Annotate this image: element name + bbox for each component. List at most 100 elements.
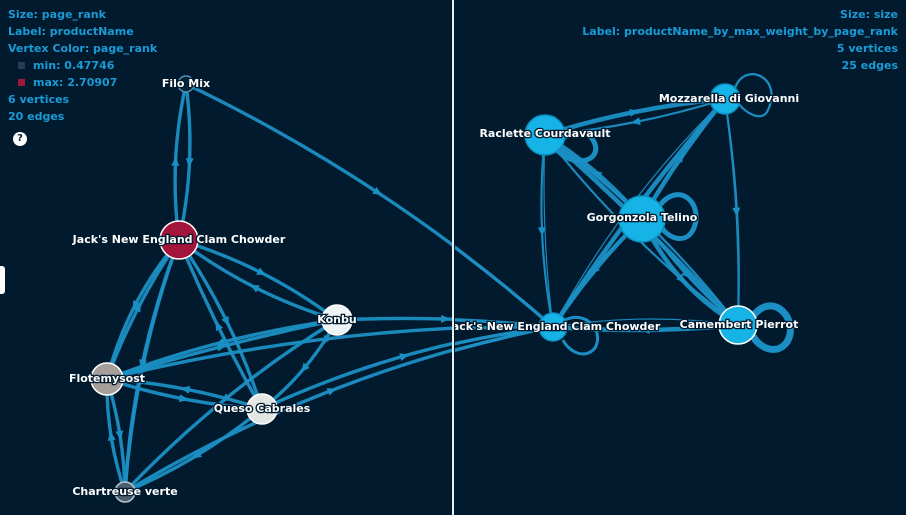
vertex-rac[interactable]: Raclette Courdavault	[478, 114, 612, 156]
vertex-gorg-circle[interactable]	[618, 195, 666, 243]
edge-flot-jack2ext-arrow	[323, 335, 334, 344]
legend-max-swatch	[18, 79, 25, 86]
edge-gorg-rac-arrow	[593, 169, 603, 179]
left-info-box: Size: page_rank Label: productName Verte…	[8, 6, 157, 125]
vertex-konbu-circle[interactable]	[321, 304, 353, 336]
vertex-chart-circle[interactable]	[114, 481, 136, 503]
edge-gorg-camb-arrow	[681, 269, 691, 279]
self-loop-gorg	[658, 192, 699, 241]
vertex-jack2-circle[interactable]	[538, 312, 568, 342]
vertex-konbu[interactable]: Konbu	[316, 304, 358, 336]
vertex-jack[interactable]: Jack's New England Clam Chowder	[70, 220, 287, 260]
vertex-jack-label: Jack's New England Clam Chowder	[72, 233, 286, 246]
side-panel-handle[interactable]	[0, 266, 5, 294]
vertex-color-attribute-label: Vertex Color: page_rank	[8, 42, 158, 55]
edge-jack-filo-arrow	[171, 156, 180, 166]
edge-flot-queso-arrow	[178, 394, 189, 403]
self-loop-mozz	[733, 73, 773, 118]
self-loop-rac	[555, 130, 599, 164]
vertex-filo[interactable]: Filo Mix	[161, 75, 211, 93]
left-edges	[105, 82, 452, 494]
vertex-jack2-label: Jack's New England Clam Chowder	[455, 320, 661, 333]
left-graph-panel[interactable]: Filo Mix Jack's New England Clam Chowder K…	[0, 0, 452, 515]
vertex-mozz[interactable]: Mozzarella di Giovanni	[658, 83, 800, 115]
vertex-filo-label: Filo Mix	[162, 77, 210, 90]
vertex-jack2[interactable]: Jack's New England Clam Chowder	[455, 312, 662, 342]
legend-min: min: 0.47746	[8, 57, 157, 74]
panel-divider[interactable]	[452, 0, 454, 515]
vertex-mozz-circle[interactable]	[709, 83, 741, 115]
size-attribute-label: Size: page_rank	[8, 8, 106, 21]
edge-filo-jack2ext-arrow	[372, 186, 382, 196]
vertex-filo-circle[interactable]	[177, 75, 195, 93]
edge-incoming-0	[455, 318, 554, 329]
edge-queso-jack-arrow	[215, 321, 224, 332]
vertex-queso-label: Queso Cabrales	[214, 402, 311, 415]
edge-gorg-camb-arrow	[676, 273, 686, 284]
vertex-mozz-label: Mozzarella di Giovanni	[659, 92, 799, 105]
edge-flot-jack-arrow	[133, 302, 141, 313]
legend-max: max: 2.70907	[8, 74, 157, 91]
vertex-camb-circle[interactable]	[718, 305, 758, 345]
edges-count: 25 edges	[841, 59, 898, 72]
vertex-flot-label: Flotemysost	[69, 372, 145, 385]
edge-incoming-3	[455, 325, 554, 331]
vertex-jack-circle[interactable]	[159, 220, 199, 260]
edge-jack-flot-arrow	[132, 300, 141, 310]
left-graph-canvas[interactable]: Filo Mix Jack's New England Clam Chowder K…	[0, 0, 452, 515]
edge-konbu-jack-arrow	[249, 284, 260, 293]
edge-jack2-gorg-arrow	[587, 265, 597, 276]
edge-chart-flot-arrow	[107, 431, 116, 441]
vertex-gorg-label: Gorgonzola Telino	[587, 211, 698, 224]
edge-rac-jack2-arrow	[537, 227, 546, 237]
legend-min-swatch	[18, 62, 25, 69]
help-icon[interactable]: ?	[13, 132, 27, 146]
edge-incoming-4	[455, 325, 554, 352]
right-graph-panel[interactable]: Mozzarella di Giovanni Raclette Courdavau…	[455, 0, 906, 515]
edge-filo-jack2ext	[185, 82, 452, 247]
edge-rac-mozz-arrow	[629, 108, 639, 117]
edge-gorg-mozz-arrow	[675, 153, 684, 163]
edges-count: 20 edges	[8, 110, 65, 123]
edge-jack-konbu-arrow	[256, 267, 267, 276]
vertex-chart-label: Chartreuse verte	[72, 485, 177, 498]
label-attribute-label: Label: productName	[8, 25, 134, 38]
vertex-konbu-label: Konbu	[317, 313, 356, 326]
vertex-camb-label: Camembert Pierrot	[680, 318, 799, 331]
edge-konbu-flot-arrow	[215, 337, 226, 346]
edge-jack2-camb	[552, 318, 739, 328]
vertex-chart[interactable]: Chartreuse verte	[71, 481, 179, 503]
edge-camb-jack2-arrow	[640, 325, 650, 334]
vertex-queso[interactable]: Queso Cabrales	[212, 393, 312, 425]
self-loop-camb	[749, 302, 794, 353]
vertex-flot-circle[interactable]	[90, 362, 124, 396]
vertex-rac-circle[interactable]	[524, 114, 566, 156]
edge-incoming-1	[455, 245, 555, 329]
right-graph-canvas[interactable]: Mozzarella di Giovanni Raclette Courdavau…	[455, 0, 906, 515]
legend-max-label: max: 2.70907	[33, 76, 118, 89]
edge-filo-jack-arrow	[185, 158, 194, 168]
edge-camb-mozz	[724, 98, 740, 326]
edge-mozz-rac-arrow	[631, 117, 641, 126]
label-attribute-label: Label: productName_by_max_weight_by_page…	[582, 25, 898, 38]
edge-konbu-jack2ext-arrow	[440, 314, 451, 323]
edge-queso-flot-arrow	[180, 385, 191, 394]
vertex-gorg[interactable]: Gorgonzola Telino	[585, 195, 699, 243]
vertex-camb[interactable]: Camembert Pierrot	[678, 305, 800, 345]
right-info-box: Size: size Label: productName_by_max_wei…	[582, 6, 898, 74]
legend-min-label: min: 0.47746	[33, 59, 115, 72]
vertices-count: 6 vertices	[8, 93, 70, 106]
edge-jack-queso-arrow	[221, 316, 230, 326]
vertex-rac-label: Raclette Courdavault	[479, 127, 610, 140]
edge-queso-jack2ext-arrow	[399, 353, 410, 361]
edge-incoming-2	[455, 325, 554, 346]
edge-flot-konbu-arrow	[216, 343, 227, 352]
edge-queso-chart-arrow	[192, 450, 203, 459]
edge-konbu-queso-arrow	[300, 362, 310, 373]
vertices-count: 5 vertices	[836, 42, 898, 55]
vertex-flot[interactable]: Flotemysost	[68, 362, 146, 396]
edge-chart-jack2ext-arrow	[326, 388, 337, 396]
edge-queso-jack2ext	[261, 341, 452, 411]
vertex-queso-circle[interactable]	[246, 393, 278, 425]
self-loop-jack2	[561, 315, 600, 356]
